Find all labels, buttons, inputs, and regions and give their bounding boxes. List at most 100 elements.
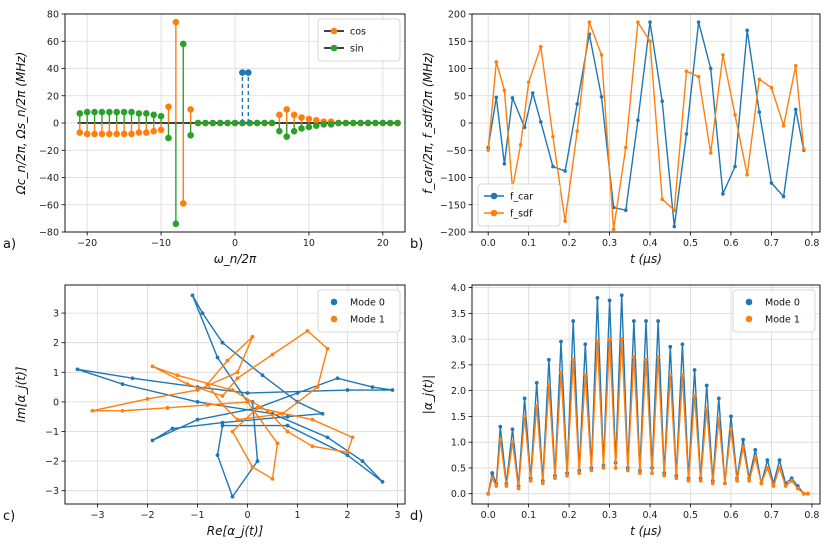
y-tick-label: 0	[53, 119, 59, 130]
stem-marker	[83, 130, 91, 138]
stem-marker	[209, 119, 217, 127]
y-tick-label: 0	[460, 119, 466, 130]
data-point	[510, 440, 515, 445]
stem-marker	[298, 125, 305, 132]
data-point	[716, 417, 721, 421]
legend-marker	[330, 27, 338, 35]
stem-marker	[290, 111, 298, 119]
data-point	[538, 44, 543, 49]
panel-label: d)	[410, 509, 423, 524]
data-point	[235, 417, 240, 422]
stem-marker	[83, 108, 91, 116]
stem-marker	[283, 133, 291, 140]
data-point	[684, 132, 689, 136]
data-point	[636, 20, 640, 24]
stem-marker	[120, 130, 128, 138]
data-point	[345, 453, 350, 458]
stem-marker	[157, 126, 165, 134]
data-point	[733, 164, 737, 169]
legend-label: Mode 0	[350, 298, 385, 309]
axes-frame	[64, 284, 406, 505]
data-point	[195, 399, 200, 404]
data-point	[215, 453, 220, 458]
y-tick-label: 1	[53, 368, 59, 379]
data-point	[781, 194, 786, 199]
data-point	[220, 423, 225, 428]
data-point	[656, 355, 661, 360]
data-point	[680, 373, 685, 378]
data-point	[631, 355, 636, 360]
legend-label: f_sdf	[510, 209, 533, 220]
stem-marker	[268, 119, 276, 127]
data-point	[781, 123, 786, 128]
y-tick-label: −2	[45, 457, 59, 468]
data-point	[165, 405, 170, 410]
data-point	[563, 169, 567, 173]
y-tick-label: 0.5	[451, 463, 466, 474]
data-point	[619, 337, 624, 342]
data-point	[498, 437, 503, 442]
data-point	[692, 393, 697, 398]
data-point	[698, 478, 703, 483]
data-point	[245, 391, 250, 395]
data-point	[623, 145, 628, 150]
stem-marker	[98, 130, 106, 138]
x-tick-label: 0.4	[642, 238, 657, 249]
legend-box	[477, 183, 561, 227]
data-point	[795, 486, 800, 491]
data-point	[220, 394, 225, 398]
data-point	[765, 458, 770, 463]
y-tick-label: 40	[47, 64, 59, 75]
data-point	[345, 388, 350, 392]
data-point	[559, 339, 563, 344]
stem-marker	[165, 103, 172, 110]
x-tick-label: 0.5	[683, 238, 698, 249]
data-point	[721, 192, 725, 196]
stem-marker	[364, 119, 372, 127]
stem-marker	[261, 119, 268, 127]
legend: Mode 0 Mode 1	[317, 289, 401, 333]
y-tick-label: 1.0	[451, 438, 466, 449]
stem-marker	[357, 119, 364, 127]
data-point	[526, 80, 531, 84]
data-point	[235, 370, 240, 375]
data-point	[145, 397, 150, 401]
data-point	[589, 468, 594, 473]
data-point	[759, 481, 764, 486]
data-point	[674, 476, 679, 481]
data-point	[747, 478, 752, 483]
data-point	[769, 181, 774, 185]
data-point	[250, 465, 255, 469]
x-tick-label: −10	[151, 238, 171, 249]
data-point	[245, 399, 250, 404]
data-point	[345, 450, 350, 455]
data-point	[753, 455, 758, 460]
data-point	[546, 383, 551, 388]
data-point	[225, 358, 230, 363]
data-point	[260, 373, 265, 378]
x-tick-label: 0.4	[642, 510, 657, 521]
y-tick-label: 0	[53, 397, 59, 408]
stem-marker	[172, 220, 180, 228]
data-point	[599, 95, 604, 99]
x-tick-label: 2	[344, 510, 350, 521]
data-point	[195, 388, 200, 392]
legend-marker	[745, 315, 753, 323]
y-tick-label: 2	[53, 338, 59, 349]
data-point	[757, 110, 762, 114]
data-point	[729, 414, 733, 419]
data-point	[577, 471, 582, 475]
legend-label: Mode 1	[765, 315, 800, 326]
stem-marker	[143, 110, 150, 117]
stem-marker	[98, 108, 106, 116]
x-tick-label: 0.2	[562, 238, 577, 249]
data-point	[215, 355, 220, 360]
data-point	[534, 404, 539, 408]
stem-marker	[216, 119, 224, 127]
x-tick-label: 0.8	[804, 238, 819, 249]
x-tick-label: −2	[140, 510, 154, 521]
stem-marker	[113, 130, 121, 138]
data-point	[494, 60, 499, 64]
data-point	[250, 334, 255, 339]
legend-box	[732, 289, 816, 333]
